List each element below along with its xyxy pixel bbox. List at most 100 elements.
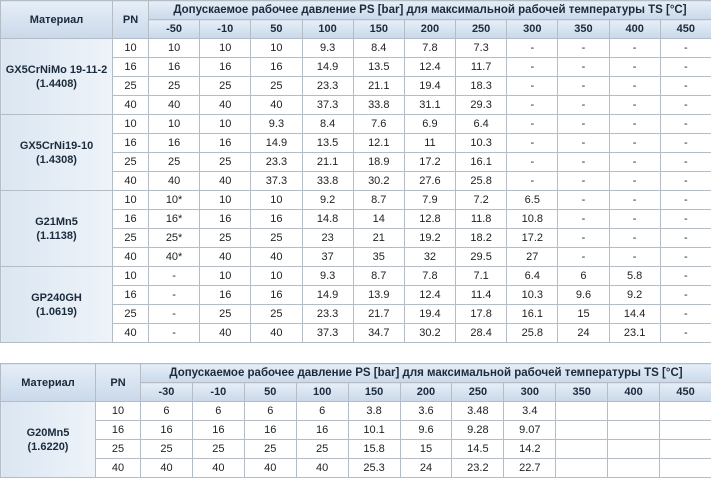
value-cell: 7.3 [456,39,507,58]
value-cell: 32 [404,248,455,267]
temperature-header: 400 [609,20,660,39]
value-cell: - [149,286,200,305]
value-cell: 16 [200,134,251,153]
value-cell: 16 [149,134,200,153]
value-cell: - [558,39,609,58]
value-cell: 34.7 [353,324,404,343]
value-cell: - [558,229,609,248]
material-cell: GX5CrNiMo 19-11-2(1.4408) [1,39,113,115]
value-cell: 24 [400,459,452,478]
temperature-header: 200 [400,383,452,402]
material-cell: G20Mn5(1.6220) [1,402,96,478]
value-cell: 15 [558,305,609,324]
temperature-header: 300 [507,20,558,39]
value-cell: 16 [251,286,302,305]
value-cell: 16* [149,210,200,229]
value-cell: 16 [192,421,244,440]
temperature-header: 50 [251,20,302,39]
value-cell: 3.48 [452,402,504,421]
value-cell: 9.6 [400,421,452,440]
value-cell: 8.4 [302,115,353,134]
temperature-header: 400 [608,383,660,402]
value-cell: 16 [251,210,302,229]
value-cell: - [149,267,200,286]
value-cell: 19.2 [404,229,455,248]
value-cell: 16 [149,58,200,77]
temperature-header: -30 [141,383,193,402]
value-cell: - [660,248,711,267]
value-cell: - [507,172,558,191]
value-cell: 25 [149,77,200,96]
value-cell: 10 [251,39,302,58]
value-cell: 10.3 [456,134,507,153]
value-cell: 6 [192,402,244,421]
value-cell: 40 [149,172,200,191]
value-cell: 9.3 [251,115,302,134]
temperature-header: 350 [558,20,609,39]
value-cell: 14.4 [609,305,660,324]
value-cell: 25 [200,153,251,172]
value-cell: 35 [353,248,404,267]
value-cell: - [149,305,200,324]
value-cell: 24 [558,324,609,343]
value-cell: 7.9 [404,191,455,210]
empty-cell [660,440,711,459]
material-code: (1.1138) [1,229,112,243]
value-cell: 28.4 [456,324,507,343]
value-cell: 11.8 [456,210,507,229]
value-cell: 5.8 [609,267,660,286]
material-code: (1.4308) [1,153,112,167]
value-cell: 9.6 [558,286,609,305]
empty-cell [556,402,608,421]
value-cell: - [558,58,609,77]
value-cell: 9.28 [452,421,504,440]
value-cell: - [609,115,660,134]
value-cell: - [507,115,558,134]
value-cell: 6 [244,402,296,421]
value-cell: 25.8 [507,324,558,343]
value-cell: 29.3 [456,96,507,115]
value-cell: 40 [200,324,251,343]
temperature-header: 450 [660,383,711,402]
value-cell: 16 [296,421,348,440]
value-cell: - [507,77,558,96]
empty-cell [556,421,608,440]
value-cell: - [507,153,558,172]
description-header: Допускаемое рабочее давление PS [bar] дл… [141,364,711,383]
value-cell: - [609,77,660,96]
value-cell: 3.6 [400,402,452,421]
value-cell: 25 [192,440,244,459]
value-cell: 25 [141,440,193,459]
value-cell: 7.1 [456,267,507,286]
value-cell: 40 [192,459,244,478]
empty-cell [660,421,711,440]
value-cell: - [660,324,711,343]
value-cell: 40 [200,172,251,191]
material-cell: GX5CrNi19-10(1.4308) [1,115,113,191]
value-cell: - [609,96,660,115]
value-cell: 30.2 [404,324,455,343]
value-cell: - [149,324,200,343]
value-cell: - [660,172,711,191]
value-cell: 8.4 [353,39,404,58]
value-cell: 25 [251,77,302,96]
pn-header: PN [113,1,149,39]
value-cell: 19.4 [404,305,455,324]
value-cell: 13.5 [353,58,404,77]
value-cell: 14 [353,210,404,229]
value-cell: 16 [141,421,193,440]
value-cell: 17.2 [404,153,455,172]
value-cell: 16 [251,58,302,77]
pn-cell: 10 [113,191,149,210]
value-cell: 40 [251,96,302,115]
value-cell: 18.9 [353,153,404,172]
pn-cell: 40 [113,96,149,115]
value-cell: 25 [251,305,302,324]
value-cell: 18.2 [456,229,507,248]
pn-cell: 25 [113,229,149,248]
value-cell: - [558,77,609,96]
